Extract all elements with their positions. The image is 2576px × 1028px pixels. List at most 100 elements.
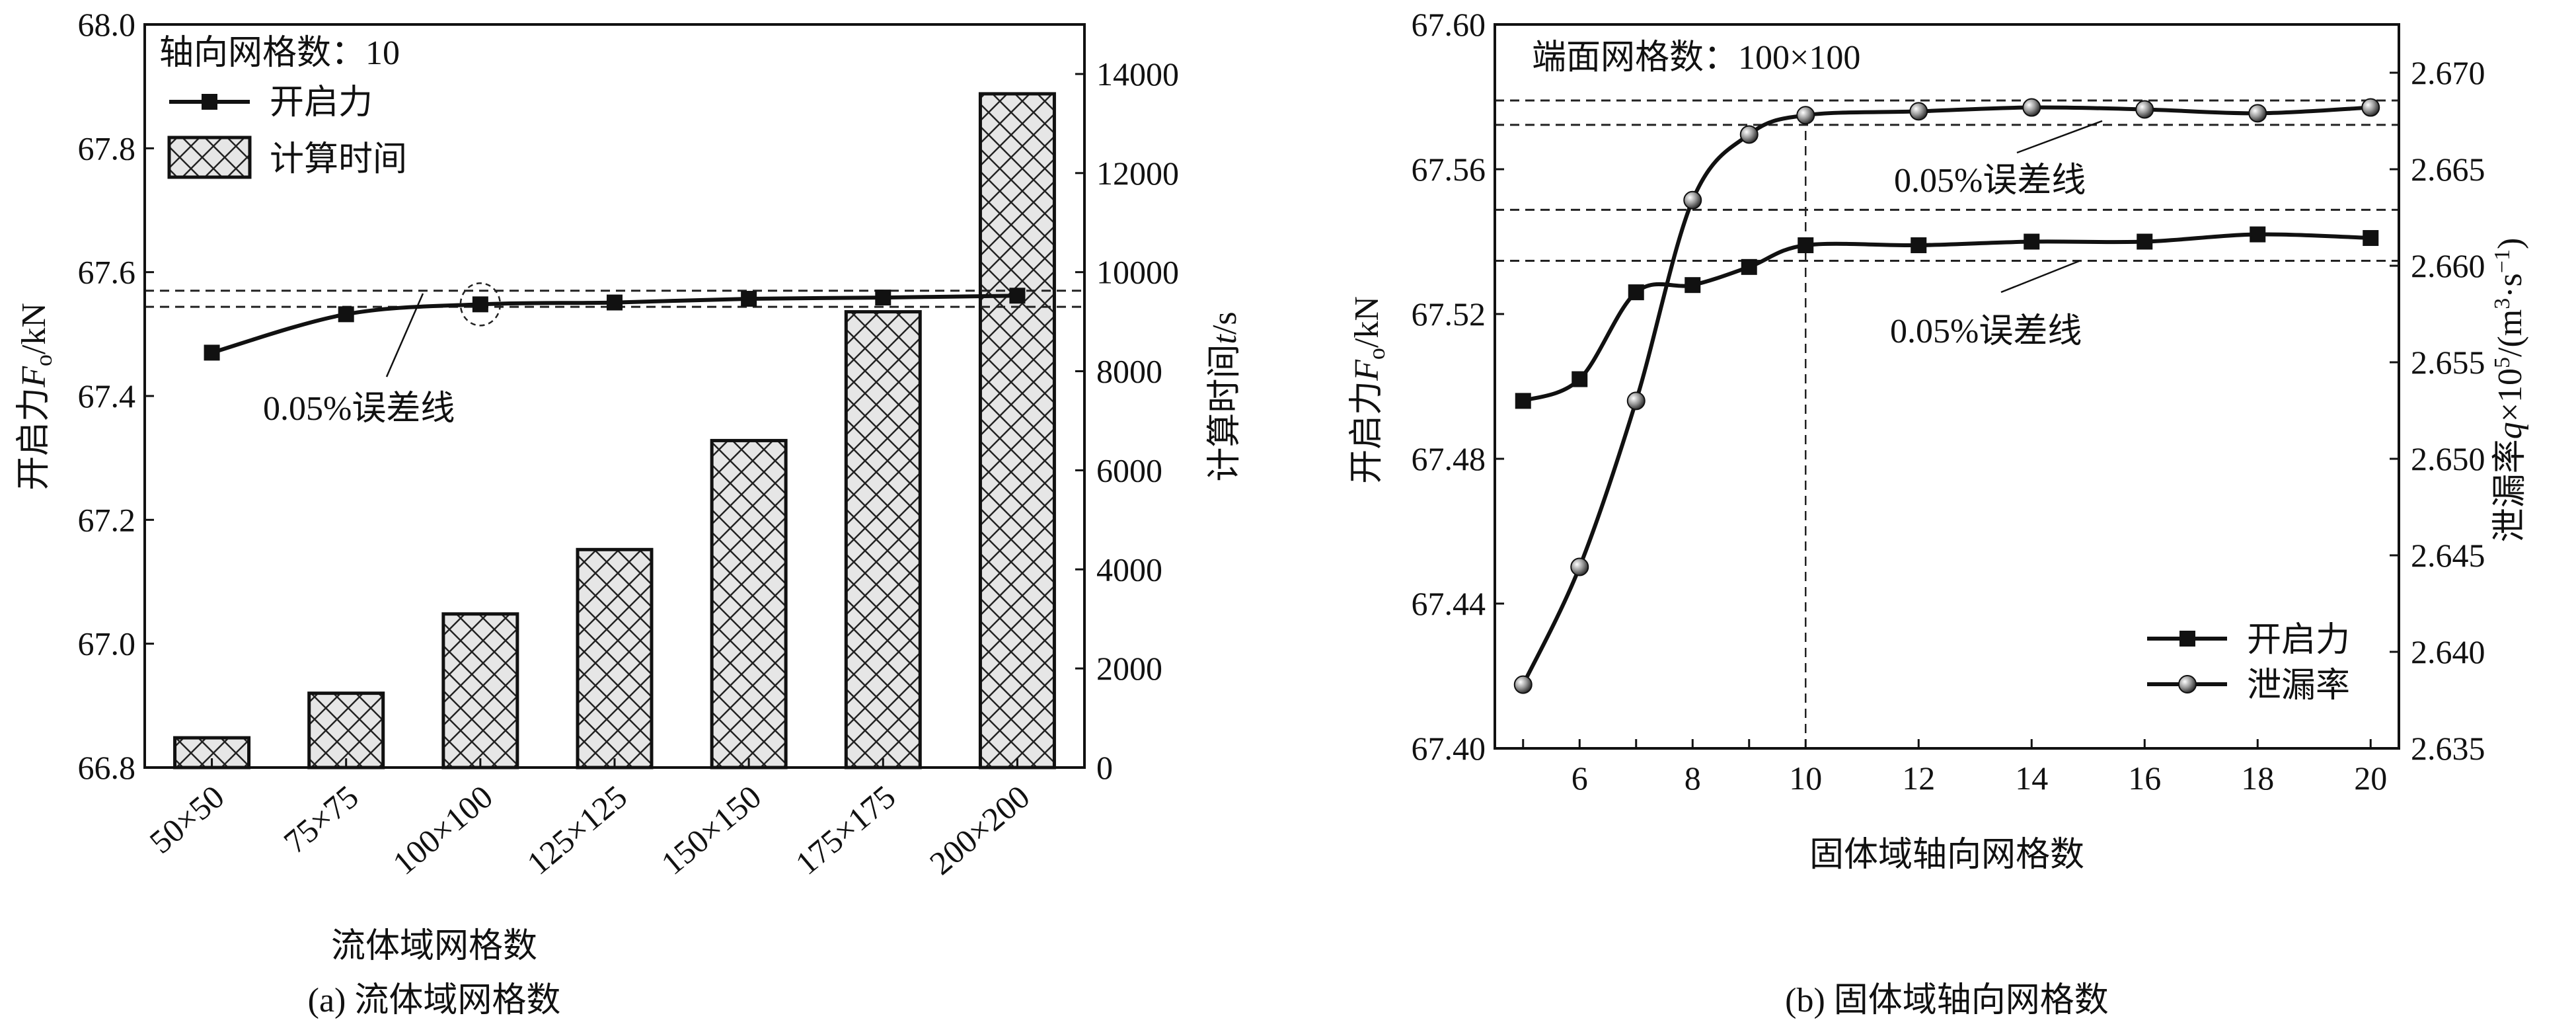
y-axis-label-part: 开启力 xyxy=(1348,381,1386,484)
legend-label-force: 开启力 xyxy=(270,84,373,122)
y2-axis-label-part: /s xyxy=(1206,311,1244,335)
panel-caption: (b) 固体域轴向网格数 xyxy=(1785,982,2109,1019)
y2-axis-label-part: −1 xyxy=(2490,249,2515,273)
y2-tick-label: 10000 xyxy=(1096,254,1179,291)
y2-tick-label: 2.660 xyxy=(2411,247,2485,284)
y-tick-label: 67.8 xyxy=(78,130,136,167)
y-axis-label-part: /kN xyxy=(15,303,53,354)
y2-tick-label: 2000 xyxy=(1096,650,1162,687)
chart-a-fluid-mesh: 0.05%误差线 66.8 67.0 67.2 67.4 67.6 67.8 68.0 0 200… xyxy=(15,6,1244,1019)
error-line-label: 0.05%误差线 xyxy=(263,390,455,428)
y2-axis-label-part: ×10 xyxy=(2491,368,2529,422)
y2-axis-label: 泄漏率q×105/(m3·s−1) xyxy=(2490,238,2529,543)
marker-opening-force xyxy=(741,290,757,307)
line-opening-force xyxy=(1522,232,2371,403)
marker-leakage-rate xyxy=(1683,190,1702,210)
legend-hatch-icon xyxy=(167,136,252,179)
y2-tick-label: 0 xyxy=(1096,749,1113,786)
x-tick-label: 100×100 xyxy=(385,778,500,882)
marker-leakage-rate xyxy=(1796,106,1815,125)
x-tick-label: 75×75 xyxy=(277,778,365,861)
chart-b-solid-axial-mesh: 0.05%误差线 0.05%误差线 67.40 67.44 67.48 67.52 67.5… xyxy=(1348,6,2529,1019)
bar-compute-time xyxy=(710,438,788,770)
marker-leakage-rate xyxy=(1570,557,1589,576)
y-axis-label-part: F xyxy=(1348,359,1386,381)
x-axis-label: 固体域轴向网格数 xyxy=(1809,836,2084,874)
leader-line xyxy=(385,293,424,377)
leader-line-leakage xyxy=(2016,120,2103,154)
mesh-annotation: 轴向网格数：10 xyxy=(159,34,400,72)
y-tick-label: 68.0 xyxy=(78,6,136,43)
marker-opening-force xyxy=(1911,237,1927,253)
legend-label-leakage: 泄漏率 xyxy=(2247,667,2350,705)
leader-line-force xyxy=(2000,260,2080,294)
x-tick-label: 18 xyxy=(2241,760,2274,797)
marker-leakage-rate xyxy=(1513,675,1533,694)
y-tick-label: 67.44 xyxy=(1412,585,1486,622)
x-tick-label: 16 xyxy=(2128,760,2161,797)
x-axis-label: 流体域网格数 xyxy=(331,928,537,965)
y2-axis-label-part: 5 xyxy=(2490,357,2515,368)
error-line-label-force: 0.05%误差线 xyxy=(1890,313,2082,350)
y-tick-label: 67.6 xyxy=(78,254,136,291)
panel-caption: (a) 流体域网格数 xyxy=(308,982,561,1019)
y2-tick-label: 14000 xyxy=(1096,56,1179,93)
marker-leakage-rate xyxy=(2361,98,2380,117)
x-tick-label: 20 xyxy=(2354,760,2387,797)
y2-axis-label-part: 计算时间 xyxy=(1206,344,1244,482)
bar-compute-time xyxy=(441,612,519,770)
y2-axis-label: 计算时间t/s xyxy=(1206,311,1244,481)
y-axis-label-part: /kN xyxy=(1348,296,1386,348)
mesh-annotation: 端面网格数：100×100 xyxy=(1532,39,1860,77)
x-tick-label: 50×50 xyxy=(142,778,231,861)
y-tick-label: 67.40 xyxy=(1412,730,1486,767)
bar-compute-time xyxy=(576,547,654,770)
y2-axis-label-part: 泄漏率 xyxy=(2491,439,2529,542)
y2-axis-label-part: q xyxy=(2491,422,2529,439)
marker-leakage-rate xyxy=(1909,102,1928,121)
y-tick-label: 67.0 xyxy=(78,625,136,662)
y-tick-label: 67.52 xyxy=(1412,296,1486,333)
y2-axis-label-part: ) xyxy=(2491,238,2529,249)
marker-opening-force xyxy=(2024,233,2040,250)
y-tick-label: 67.2 xyxy=(78,501,136,538)
y2-tick-label: 12000 xyxy=(1096,155,1179,192)
x-tick-label: 175×175 xyxy=(788,778,903,882)
x-tick-label: 200×200 xyxy=(923,778,1037,882)
marker-leakage-rate xyxy=(2248,104,2267,123)
y2-tick-label: 2.640 xyxy=(2411,633,2485,670)
legend-square-marker-icon xyxy=(202,94,217,110)
marker-opening-force xyxy=(1798,237,1814,253)
x-tick-label: 12 xyxy=(1902,760,1935,797)
y-axis-label-part: o xyxy=(30,354,57,366)
marker-leakage-rate xyxy=(1739,125,1759,144)
marker-leakage-rate xyxy=(2135,100,2154,119)
x-tick-label: 125×125 xyxy=(520,778,634,882)
marker-opening-force xyxy=(1009,288,1026,304)
y-tick-label: 67.4 xyxy=(78,377,136,415)
y2-tick-label: 6000 xyxy=(1096,452,1162,489)
bar-compute-time xyxy=(844,310,922,770)
legend-sphere-marker-icon xyxy=(2178,675,2197,693)
y-axis-label-part: o xyxy=(1363,348,1390,360)
y2-axis-label-part: /(m xyxy=(2491,309,2529,357)
plot-frame xyxy=(1494,23,2400,750)
y-axis-label-part: F xyxy=(15,366,53,388)
marker-opening-force xyxy=(1572,371,1588,387)
y2-tick-label: 2.645 xyxy=(2411,537,2485,574)
y2-tick-label: 2.670 xyxy=(2411,54,2485,91)
x-tick-label: 10 xyxy=(1789,760,1822,797)
y-tick-label: 67.48 xyxy=(1412,440,1486,477)
y2-axis-label-part: t xyxy=(1206,334,1244,344)
marker-opening-force xyxy=(607,294,623,311)
error-line-label-leakage: 0.05%误差线 xyxy=(1894,162,2086,200)
y2-axis-label-part: 3 xyxy=(2490,298,2515,309)
marker-opening-force xyxy=(1628,284,1644,301)
y-axis-label: 开启力Fo/kN xyxy=(15,303,57,491)
marker-opening-force xyxy=(338,306,354,323)
y-axis-label: 开启力Fo/kN xyxy=(1348,296,1390,484)
y2-tick-label: 2.635 xyxy=(2411,730,2485,767)
highlight-circle xyxy=(459,282,502,327)
marker-opening-force xyxy=(204,344,220,361)
